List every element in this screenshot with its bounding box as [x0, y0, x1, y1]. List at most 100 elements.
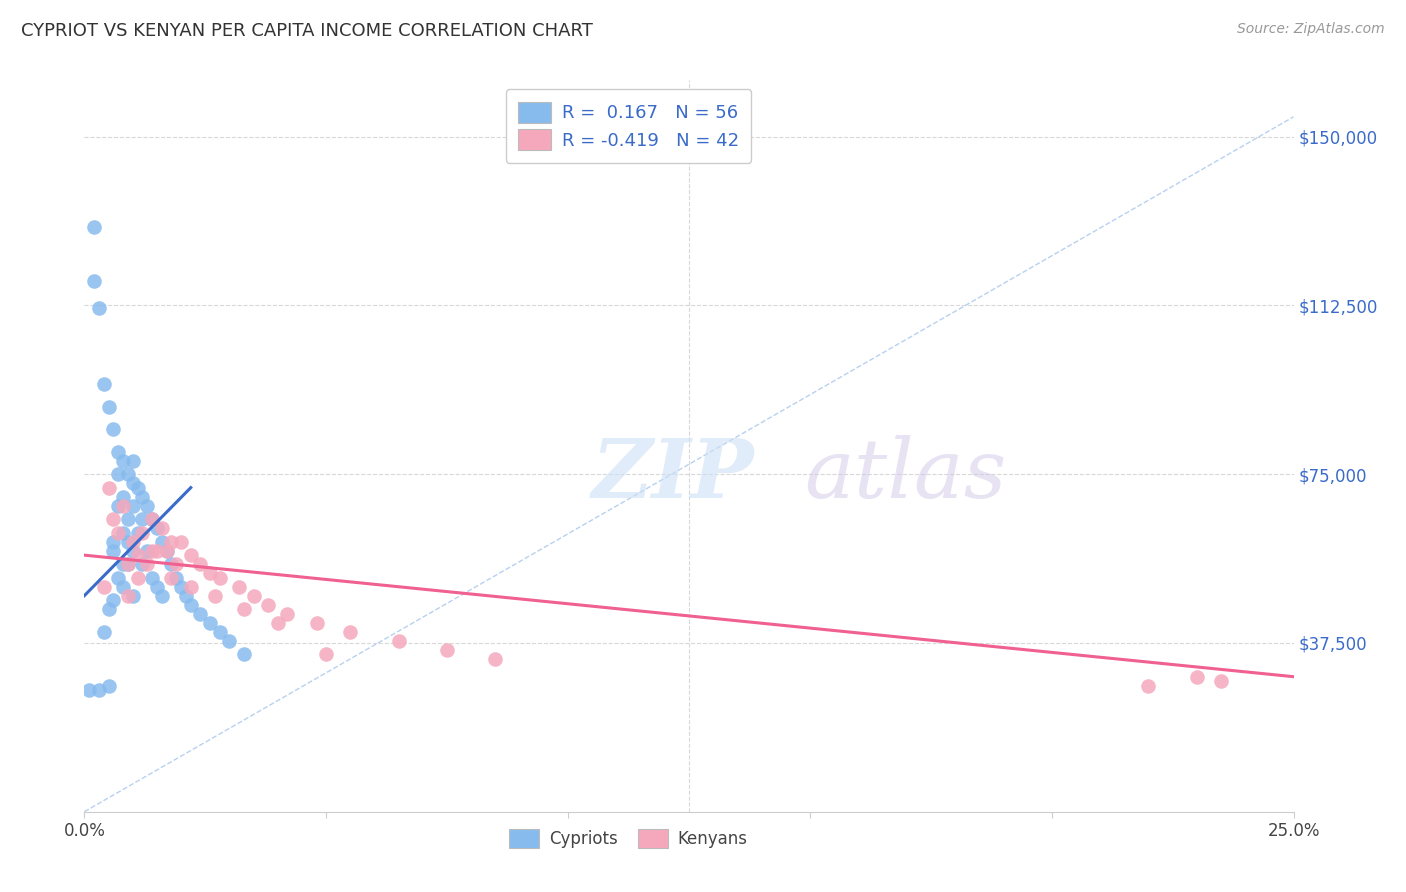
Point [150, 534, 173, 549]
Point [160, 557, 183, 571]
Point [107, 467, 129, 482]
Point [131, 557, 153, 571]
Text: Source: ZipAtlas.com: Source: ZipAtlas.com [1237, 22, 1385, 37]
Point [107, 499, 129, 513]
Point [155, 543, 177, 558]
Point [97, 400, 120, 414]
Point [276, 607, 298, 621]
Point [103, 543, 125, 558]
Point [121, 476, 143, 491]
Point [117, 589, 139, 603]
Point [146, 543, 169, 558]
Point [267, 615, 290, 630]
Point [339, 624, 361, 639]
Point [121, 499, 143, 513]
Point [131, 512, 153, 526]
Point [170, 534, 193, 549]
Point [165, 557, 187, 571]
Point [121, 589, 143, 603]
Point [204, 589, 226, 603]
Point [127, 571, 149, 585]
Point [257, 598, 280, 612]
Point [112, 580, 135, 594]
Point [141, 512, 163, 526]
Point [180, 598, 202, 612]
Point [136, 557, 159, 571]
Point [165, 571, 187, 585]
Point [150, 589, 173, 603]
Point [146, 521, 169, 535]
Point [112, 453, 135, 467]
Point [112, 557, 135, 571]
Point [112, 499, 135, 513]
Point [131, 490, 153, 504]
Point [198, 566, 221, 581]
Text: atlas: atlas [804, 435, 1007, 516]
Point [1209, 674, 1232, 689]
Point [103, 534, 125, 549]
Point [107, 571, 129, 585]
Point [484, 651, 506, 665]
Legend: Cypriots, Kenyans: Cypriots, Kenyans [502, 822, 755, 855]
Point [190, 607, 212, 621]
Point [190, 557, 212, 571]
Point [315, 647, 337, 661]
Point [77, 683, 100, 698]
Point [1185, 670, 1208, 684]
Point [93, 580, 115, 594]
Point [103, 593, 125, 607]
Point [170, 580, 193, 594]
Point [97, 679, 120, 693]
Point [180, 580, 202, 594]
Point [131, 525, 153, 540]
Point [121, 534, 143, 549]
Point [228, 580, 250, 594]
Point [117, 534, 139, 549]
Point [117, 512, 139, 526]
Point [103, 422, 125, 436]
Point [141, 512, 163, 526]
Point [155, 543, 177, 558]
Point [103, 512, 125, 526]
Point [141, 571, 163, 585]
Point [83, 274, 105, 288]
Point [117, 557, 139, 571]
Point [121, 543, 143, 558]
Point [107, 525, 129, 540]
Point [93, 624, 115, 639]
Point [117, 557, 139, 571]
Point [160, 534, 183, 549]
Point [97, 481, 120, 495]
Point [146, 580, 169, 594]
Point [208, 571, 231, 585]
Point [121, 453, 143, 467]
Point [127, 525, 149, 540]
Point [198, 615, 221, 630]
Text: ZIP: ZIP [592, 435, 755, 516]
Point [87, 683, 110, 698]
Point [208, 624, 231, 639]
Point [141, 543, 163, 558]
Text: CYPRIOT VS KENYAN PER CAPITA INCOME CORRELATION CHART: CYPRIOT VS KENYAN PER CAPITA INCOME CORR… [21, 22, 593, 40]
Point [83, 219, 105, 234]
Point [150, 521, 173, 535]
Point [93, 377, 115, 392]
Point [107, 444, 129, 458]
Point [87, 301, 110, 315]
Point [174, 589, 197, 603]
Point [97, 602, 120, 616]
Point [388, 633, 411, 648]
Point [112, 490, 135, 504]
Point [180, 548, 202, 562]
Point [127, 481, 149, 495]
Point [117, 467, 139, 482]
Point [436, 642, 458, 657]
Point [127, 548, 149, 562]
Point [242, 589, 264, 603]
Point [136, 499, 159, 513]
Point [233, 602, 256, 616]
Point [305, 615, 328, 630]
Point [1137, 679, 1160, 693]
Point [218, 633, 240, 648]
Point [112, 525, 135, 540]
